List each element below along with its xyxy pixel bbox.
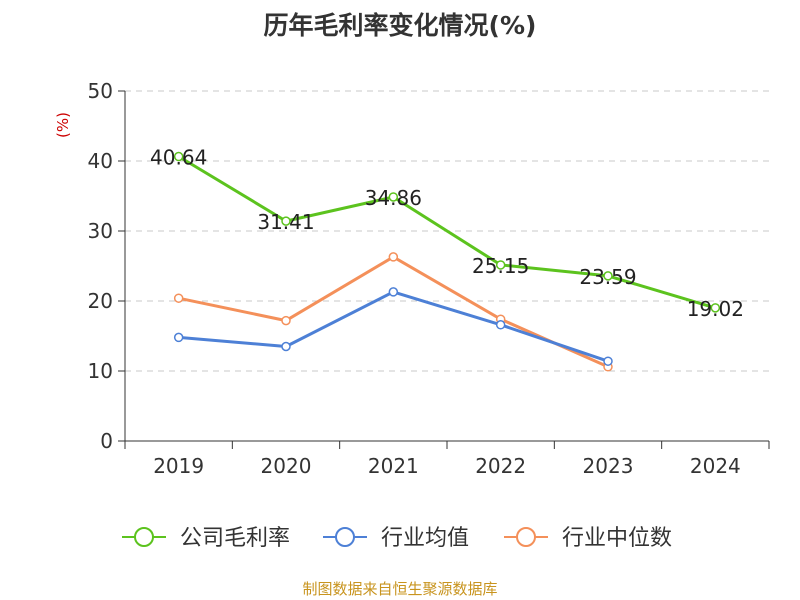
data-label-2021: 34.86 <box>365 186 422 210</box>
point-s2-2021 <box>388 252 399 262</box>
y-tick-label-0: 0 <box>100 429 113 453</box>
point-s1-2019 <box>173 332 184 343</box>
x-tick-label-2024: 2024 <box>690 454 741 478</box>
legend-label-0: 公司毛利率 <box>180 526 290 551</box>
point-s1-2021 <box>388 287 399 297</box>
series-points <box>173 151 721 372</box>
legend: 公司毛利率 行业均值 行业中位数 <box>122 526 672 551</box>
data-label-2023: 23.59 <box>579 265 636 289</box>
point-s1-2022 <box>495 320 506 330</box>
x-tick-label-2019: 2019 <box>153 454 204 478</box>
point-s0-2021 <box>388 192 399 202</box>
point-s0-2022 <box>495 260 506 270</box>
x-tick-label-2021: 2021 <box>368 454 419 478</box>
legend-item-2: 行业中位数 <box>504 526 672 551</box>
legend-item-0: 公司毛利率 <box>122 526 290 551</box>
legend-label-2: 行业中位数 <box>562 526 672 551</box>
x-tick-label-2022: 2022 <box>475 454 526 478</box>
point-s1-2023 <box>603 356 613 366</box>
series-line-1 <box>178 290 609 363</box>
data-label-2020: 31.41 <box>257 210 314 234</box>
y-tick-label-10: 10 <box>88 359 113 383</box>
data-label-2024: 19.02 <box>687 297 744 321</box>
point-s0-2020 <box>281 216 291 226</box>
legend-item-1: 行业均值 <box>323 526 469 551</box>
point-s2-2020 <box>281 315 291 326</box>
y-tick-label-50: 50 <box>88 79 113 103</box>
legend-marker-0 <box>134 527 154 547</box>
x-tick-labels: 2019 2020 2021 2022 2023 2024 <box>153 454 741 478</box>
chart-title: 历年毛利率变化情况(%) <box>263 11 537 40</box>
point-s0-2019 <box>173 151 184 162</box>
point-s1-2020 <box>281 341 291 352</box>
axes <box>118 90 770 449</box>
series-lines <box>177 155 716 369</box>
data-labels: 40.64 31.41 34.86 25.15 23.59 19.02 <box>150 146 744 321</box>
data-label-2019: 40.64 <box>150 146 207 170</box>
legend-marker-2 <box>516 527 536 547</box>
data-label-2022: 25.15 <box>472 254 529 278</box>
x-tick-label-2020: 2020 <box>261 454 312 478</box>
point-s0-2024 <box>710 303 721 313</box>
source-note: 制图数据来自恒生聚源数据库 <box>302 580 498 598</box>
y-tick-label-20: 20 <box>88 289 113 313</box>
y-tick-labels: 0 10 20 30 40 50 <box>88 79 113 453</box>
y-axis-title: (%) <box>54 112 72 138</box>
y-tick-label-40: 40 <box>88 149 113 173</box>
legend-label-1: 行业均值 <box>381 526 469 551</box>
series-line-2 <box>178 255 609 369</box>
point-s2-2019 <box>173 293 184 303</box>
point-s0-2023 <box>603 271 613 281</box>
legend-marker-1 <box>335 527 355 547</box>
x-tick-label-2023: 2023 <box>583 454 634 478</box>
series-line-0 <box>177 155 716 310</box>
y-tick-label-30: 30 <box>88 219 113 243</box>
